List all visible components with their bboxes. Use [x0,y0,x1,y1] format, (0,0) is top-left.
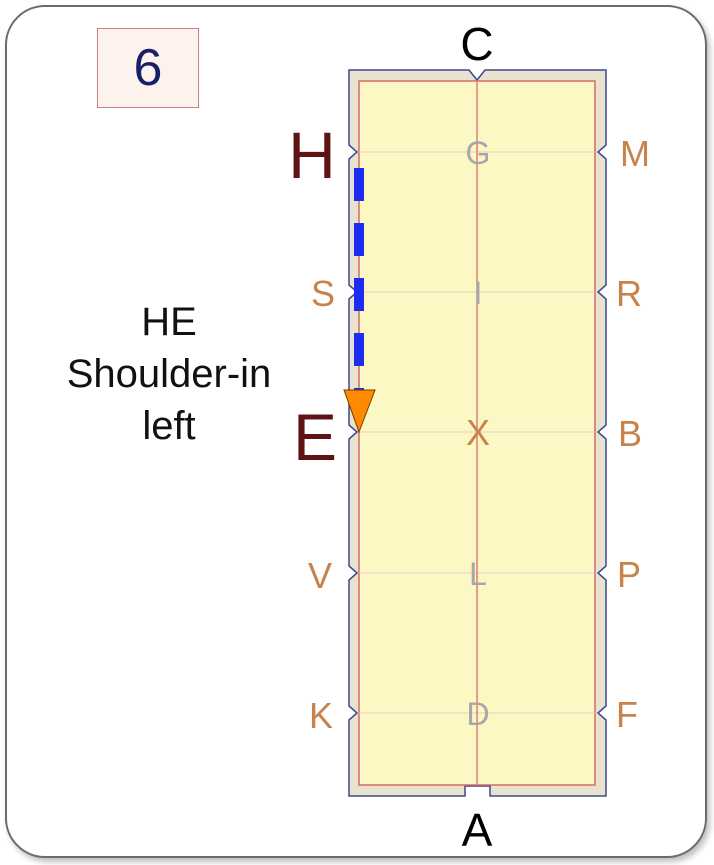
movement-line-3: left [142,404,196,448]
letter-right-p: P [617,554,641,595]
letter-center-d: D [466,696,489,732]
letter-right-b: B [618,413,642,454]
letter-left-h: H [288,118,336,192]
test-number: 6 [133,39,163,97]
letter-left-v: V [308,555,332,596]
letter-left-e: E [293,400,337,474]
letter-right-f: F [616,694,638,735]
movement-line-2: Shoulder-in [66,352,272,396]
letter-right-m: M [620,133,650,174]
letter-center-x: X [466,412,490,453]
test-number-box: 6 [97,28,199,108]
movement-caption: HE Shoulder-in left [44,296,294,452]
direction-arrow [343,389,376,434]
movement-line-1: HE [141,300,197,344]
letter-center-i: I [474,275,483,311]
letter-top: C [460,18,493,70]
letter-left-k: K [309,695,333,736]
letter-bottom: A [462,804,493,856]
letter-left-s: S [311,273,335,314]
letter-right-r: R [616,273,642,314]
letter-center-g: G [466,135,491,171]
letter-center-l: L [469,556,487,592]
